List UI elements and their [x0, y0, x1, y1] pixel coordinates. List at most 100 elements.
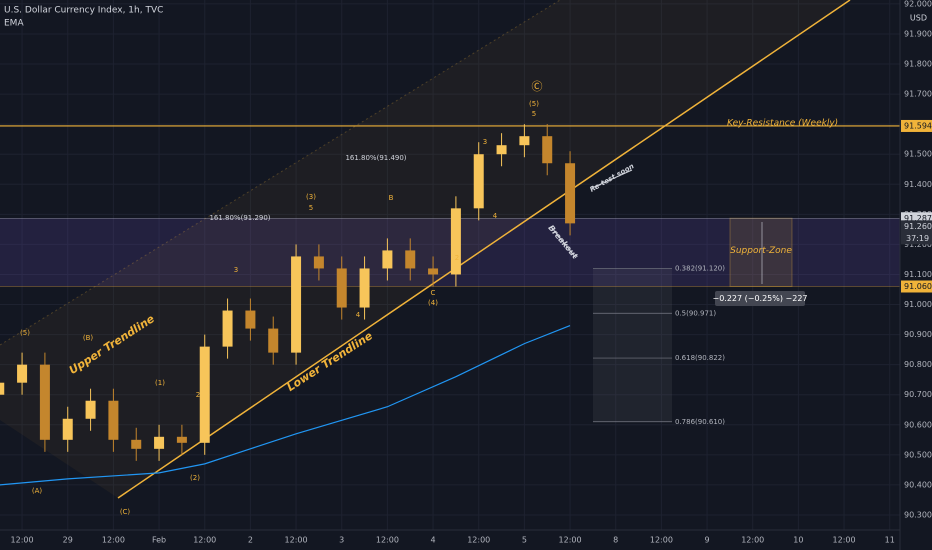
level-tag: [901, 280, 932, 293]
fib-label: 0.786(90.610): [675, 418, 725, 426]
y-tick-label: 90.300: [904, 510, 932, 519]
annotation: 2: [455, 254, 459, 262]
candle-body: [565, 163, 576, 224]
candle-body: [428, 268, 439, 275]
level-label: 91.594: [904, 121, 932, 130]
candle-body: [245, 310, 256, 329]
candle-body: [199, 346, 210, 443]
candle-body: [154, 436, 165, 449]
candle-body: [359, 268, 370, 308]
candle-body: [450, 208, 461, 275]
annotation: 161.80%(91.490): [345, 154, 406, 162]
x-tick-label: 12:00: [559, 536, 582, 545]
x-tick-label: 8: [613, 536, 618, 545]
candle-body: [268, 328, 279, 353]
support-band: [0, 218, 900, 287]
y-tick-label: 91.400: [904, 180, 932, 189]
annotation: B: [389, 194, 394, 202]
axes: 90.300 90.400 90.500 90.600 90.700 90.800 90.9…: [11, 0, 932, 545]
breakout-arrow: [551, 227, 577, 259]
y-tick-label: 90.400: [904, 480, 932, 489]
x-tick-label: 29: [63, 536, 73, 545]
annotation: (C): [120, 508, 131, 516]
chart-title: U.S. Dollar Currency Index, 1h, TVC: [4, 6, 163, 16]
annotation: 5: [309, 204, 313, 212]
x-tick-label: 12:00: [102, 536, 125, 545]
y-tick-label: 90.800: [904, 360, 932, 369]
ema-line: [0, 325, 571, 486]
y-tick-label: 91.800: [904, 60, 932, 69]
price-axis: [900, 0, 932, 550]
x-tick-label: 12:00: [467, 536, 490, 545]
annotation: (A): [32, 487, 43, 495]
x-tick-label: 12:00: [193, 536, 216, 545]
candle-body: [108, 400, 119, 440]
x-tick-label: 12:00: [376, 536, 399, 545]
fib-label: 0.618(90.822): [675, 354, 725, 362]
candle-body: [291, 256, 302, 353]
candle-body: [222, 310, 233, 347]
x-tick-label: 11: [885, 536, 895, 545]
support-zone: [729, 217, 793, 287]
y-tick-label: 91.100: [904, 270, 932, 279]
level-label: 91.287: [904, 214, 932, 223]
annotation: (5): [20, 329, 30, 337]
y-tick-label: 91.000: [904, 300, 932, 309]
annotation: 4: [493, 212, 498, 220]
candle-body: [176, 436, 187, 443]
retest-arrow: [591, 169, 633, 189]
x-tick-label: Feb: [152, 536, 166, 545]
indicator-name: EMA: [4, 19, 24, 29]
candle-body: [17, 364, 28, 383]
annotation: 2: [196, 391, 200, 399]
x-tick-label: 12:00: [741, 536, 764, 545]
measure-label: −0.227 (−0.25%) −227: [712, 294, 807, 303]
level-tag: [901, 119, 932, 132]
channel: [0, 0, 850, 498]
currency-label: USD: [910, 14, 927, 23]
candle-body: [336, 268, 347, 308]
annotation: 5: [532, 110, 536, 118]
annotation: (4): [428, 299, 438, 307]
x-tick-label: 12:00: [650, 536, 673, 545]
x-tick-label: 10: [793, 536, 803, 545]
x-tick-label: 12:00: [833, 536, 856, 545]
candle-body: [62, 418, 73, 440]
last-price-tag: [901, 220, 932, 245]
countdown: 37:19: [906, 234, 929, 243]
candle-body: [313, 256, 324, 269]
x-tick-label: 5: [522, 536, 527, 545]
candle-body: [39, 364, 50, 440]
x-tick-label: 2: [248, 536, 253, 545]
x-tick-label: 12:00: [11, 536, 34, 545]
candle-body: [405, 250, 416, 269]
lower-trendline: [117, 0, 851, 499]
y-tick-label: 91.700: [904, 90, 932, 99]
annotation: (3): [306, 193, 316, 201]
candle-body: [131, 439, 142, 449]
annotation: (1): [155, 379, 165, 387]
time-axis: [0, 530, 932, 550]
fib-label: 0.5(90.971): [675, 309, 716, 317]
fib-box: [593, 268, 672, 422]
x-tick-label: 4: [431, 536, 436, 545]
annotation: (2): [190, 474, 200, 482]
x-tick-label: 9: [705, 536, 710, 545]
y-tick-label: 91.500: [904, 150, 932, 159]
candle-body: [382, 250, 393, 269]
annotation: (B): [83, 334, 94, 342]
candle-body: [496, 145, 507, 155]
y-tick-label: 90.500: [904, 450, 932, 459]
annotation: 4: [356, 311, 361, 319]
annotation: 3: [483, 138, 487, 146]
annotation: Key-Resistance (Weekly): [727, 119, 838, 129]
zone-label: Support-Zone: [730, 246, 792, 256]
annotation: Ⓒ: [532, 80, 543, 93]
candle-body: [519, 136, 530, 146]
y-tick-label: 91.200: [904, 240, 932, 249]
fib-label: 0.382(91.120): [675, 264, 725, 272]
candle-body: [473, 154, 484, 209]
